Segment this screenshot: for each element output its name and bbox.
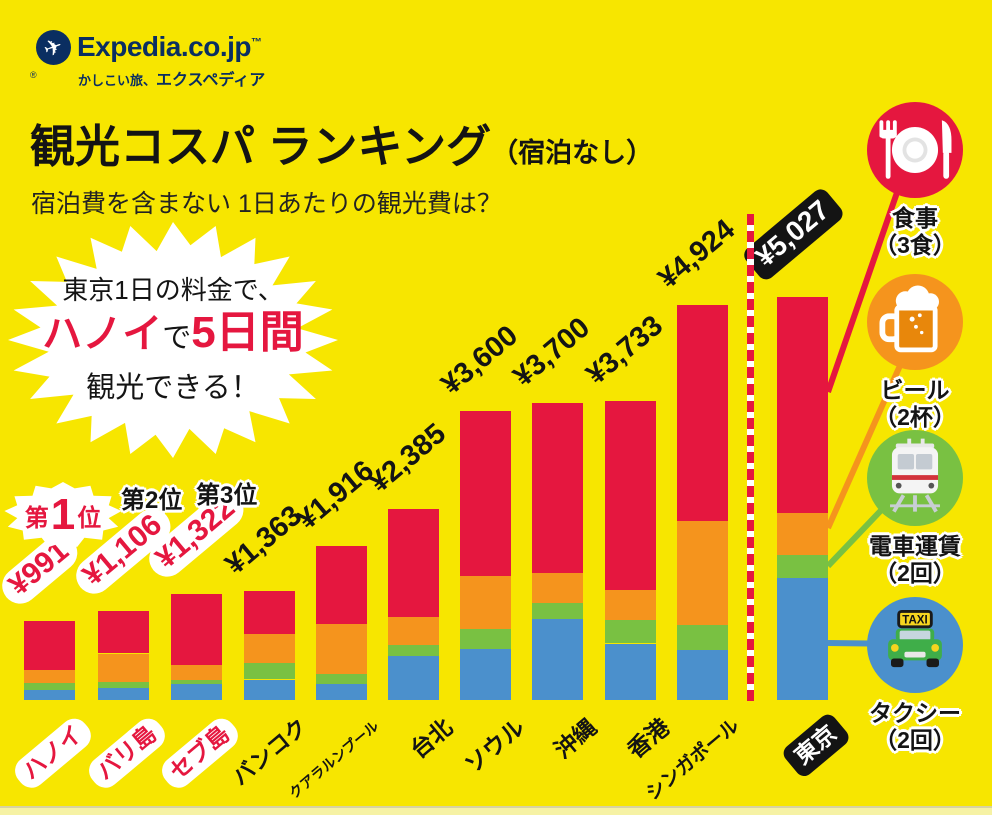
rank-2-badge: 第2位 <box>121 487 183 514</box>
beer-icon <box>867 274 963 370</box>
expedia-tagline: かしこい旅、エクスペディア <box>78 72 266 89</box>
bar-segment-タクシー（2回） <box>777 578 828 700</box>
bar-segment-ビール（2杯） <box>316 623 367 675</box>
bar-segment-ビール（2杯） <box>171 665 222 680</box>
bar-segment-ビール（2杯） <box>777 513 828 556</box>
city-label: セブ島 <box>155 713 244 794</box>
bar-segment-ビール（2杯） <box>244 633 295 663</box>
bar-segment-食事（3食） <box>677 305 728 521</box>
bar-segment-電車運賃（2回） <box>24 683 75 690</box>
footer-strip <box>0 806 992 815</box>
city-label: ソウル <box>459 713 529 779</box>
value-label: ¥4,924 <box>652 213 741 296</box>
bar-segment-食事（3食） <box>460 411 511 577</box>
bar-segment-電車運賃（2回） <box>171 679 222 684</box>
bar-segment-食事（3食） <box>388 508 439 617</box>
bar-segment-電車運賃（2回） <box>460 628 511 649</box>
bar-segment-タクシー（2回） <box>605 643 656 700</box>
svg-text:TAXI: TAXI <box>902 614 927 626</box>
rank-1-starburst <box>4 482 122 548</box>
bar-segment-電車運賃（2回） <box>605 620 656 644</box>
city-label: ハノイ <box>8 713 97 794</box>
trademark: ™ <box>251 36 262 49</box>
bar-segment-ビール（2杯） <box>460 576 511 629</box>
bar-segment-食事（3食） <box>605 400 656 591</box>
callout-line3: 観光できる！ <box>86 372 260 404</box>
bar-segment-タクシー（2回） <box>460 648 511 700</box>
bar-segment-ビール（2杯） <box>677 520 728 625</box>
expedia-logo-text: Expedia.co.jp™ <box>77 31 262 62</box>
legend-label-taxi: タクシー （2回） <box>869 700 961 753</box>
rank-3-badge: 第3位 <box>196 482 258 509</box>
value-label: ¥2,385 <box>363 417 452 499</box>
bar-segment-ビール（2杯） <box>532 572 583 603</box>
bar-segment-電車運賃（2回） <box>388 644 439 657</box>
city-label: バリ島 <box>82 713 171 794</box>
bar-segment-食事（3食） <box>171 594 222 666</box>
bar-segment-ビール（2杯） <box>24 669 75 684</box>
title-suffix: （宿泊なし） <box>491 138 654 168</box>
bar-segment-食事（3食） <box>777 297 828 514</box>
starburst-shape <box>8 222 338 458</box>
value-label: ¥1,916 <box>291 454 380 537</box>
bar-segment-食事（3食） <box>532 403 583 573</box>
bar-segment-タクシー（2回） <box>171 684 222 700</box>
legend-label-meal: 食事 （3食） <box>874 205 956 258</box>
tokyo-separator-dashed-line <box>747 214 754 701</box>
legend-item-taxi: TAXI タクシー （2回） <box>849 597 981 754</box>
bar-segment-タクシー（2回） <box>98 688 149 700</box>
train-icon <box>867 430 963 526</box>
value-label: ¥5,027 <box>740 185 846 283</box>
hanoi-callout-starburst: 東京1日の料金で、 ハノイで5日間 観光できる！ <box>8 222 338 458</box>
callout-line2: ハノイで5日間 <box>42 308 304 357</box>
page-title: 観光コスパ ランキング（宿泊なし） <box>30 121 654 172</box>
city-label: 沖縄 <box>548 713 601 764</box>
bar-segment-タクシー（2回） <box>388 656 439 700</box>
legend-item-beer: ビール （2杯） <box>849 274 981 431</box>
city-label: 台北 <box>404 713 457 764</box>
bar-segment-食事（3食） <box>244 590 295 634</box>
city-label: 東京 <box>779 711 852 780</box>
bar-segment-タクシー（2回） <box>24 690 75 700</box>
page-subtitle: 宿泊費を含まない 1日あたりの観光費は？ <box>31 190 502 218</box>
bar-segment-電車運賃（2回） <box>244 662 295 680</box>
value-label: ¥3,600 <box>435 319 524 402</box>
value-label: ¥3,733 <box>580 309 669 391</box>
bar-segment-電車運賃（2回） <box>532 603 583 619</box>
meal-icon <box>867 102 963 198</box>
legend-label-train: 電車運賃 （2回） <box>869 533 961 586</box>
bar-segment-ビール（2杯） <box>388 616 439 645</box>
bar-segment-電車運賃（2回） <box>98 682 149 688</box>
bar-segment-ビール（2杯） <box>605 590 656 621</box>
bar-segment-電車運賃（2回） <box>677 625 728 650</box>
legend-label-beer: ビール （2杯） <box>874 377 956 430</box>
expedia-plane-logo-icon: ✈ <box>36 30 71 65</box>
bar-segment-ビール（2杯） <box>98 653 149 683</box>
bar-segment-タクシー（2回） <box>677 649 728 700</box>
registered-mark: ® <box>30 70 37 80</box>
taxi-icon: TAXI <box>867 597 963 693</box>
value-label: ¥3,700 <box>507 311 596 394</box>
legend-item-train: 電車運賃 （2回） <box>849 430 981 587</box>
bar-segment-食事（3食） <box>98 611 149 654</box>
callout-line1: 東京1日の料金で、 <box>62 275 284 305</box>
bar-segment-タクシー（2回） <box>244 679 295 700</box>
bar-segment-タクシー（2回） <box>316 684 367 700</box>
bar-segment-電車運賃（2回） <box>316 674 367 684</box>
legend-item-meal: 食事 （3食） <box>849 102 981 259</box>
bar-segment-電車運賃（2回） <box>777 555 828 579</box>
bar-segment-タクシー（2回） <box>532 618 583 700</box>
bar-segment-食事（3食） <box>316 546 367 624</box>
city-label: 香港 <box>621 713 674 764</box>
bar-segment-食事（3食） <box>24 620 75 670</box>
